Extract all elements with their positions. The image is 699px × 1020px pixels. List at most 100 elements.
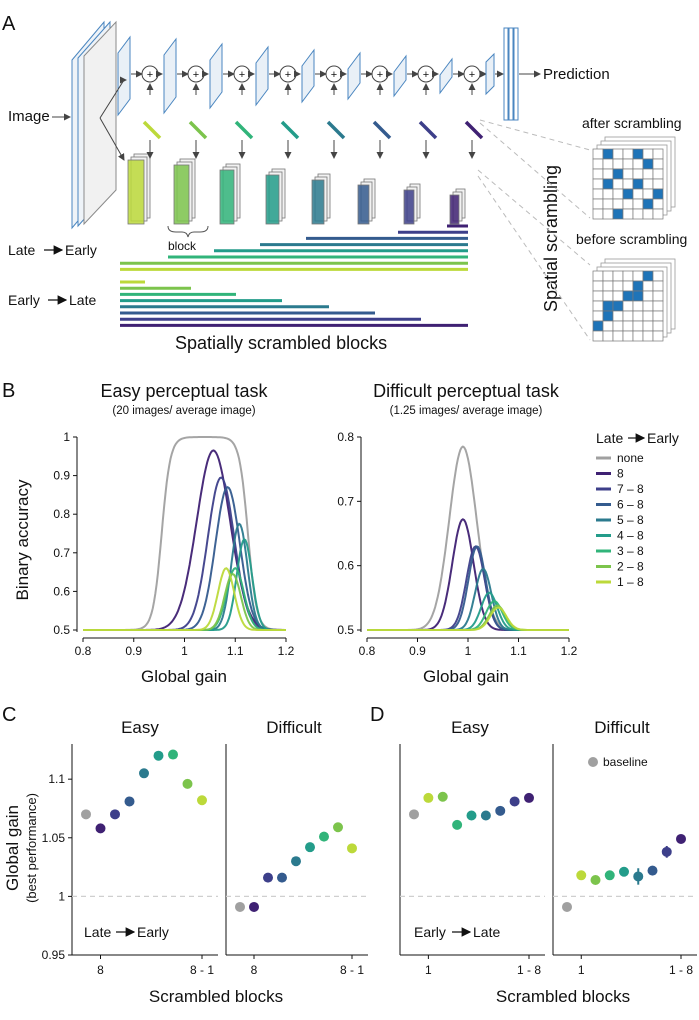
late-early-bars (120, 224, 468, 271)
after-grid-cell (612, 198, 624, 210)
scramble-mark-5 (326, 120, 346, 140)
b-easy-xlabel: Global gain (141, 667, 227, 686)
chartC2-point-1 (249, 901, 259, 912)
chartC1-y-tick-label: 0.95 (42, 948, 66, 962)
after-grid-cell (632, 168, 644, 180)
c-ylabel: Global gain (3, 805, 22, 891)
before-grid-cell (592, 320, 604, 332)
chartBEasy-y-tick-label: 0.6 (53, 584, 70, 598)
before-grid-cell (612, 270, 624, 282)
chartC2-point-4 (291, 856, 301, 867)
after-scrambling-label: after scrambling (582, 115, 682, 131)
before-grid-cell (632, 270, 644, 282)
sum-node-plus-8: + (469, 69, 475, 81)
image-label: Image (8, 108, 50, 125)
chartD1-x-tick-label: 1 (425, 963, 432, 977)
chartBDiff-x-tick-label: 1.1 (510, 644, 527, 658)
chartD2-point-7 (661, 846, 672, 857)
chartC1-point-0 (81, 809, 91, 820)
after-grid-cell (602, 168, 614, 180)
before-grid-cell (622, 320, 634, 332)
after-grid-cell (602, 208, 614, 220)
after-grid-cell (622, 208, 634, 220)
chartBEasy-series-7–8 (83, 476, 286, 631)
sum-node-plus-2: + (193, 69, 199, 81)
before-grid-cell (632, 280, 644, 292)
b-difficult-xlabel: Global gain (423, 667, 509, 686)
scrambled-block-5-sheet-0 (311, 179, 325, 225)
before-grid-cell (622, 290, 634, 302)
before-grid-cell (602, 320, 614, 332)
chartD2-point-3 (604, 870, 615, 881)
chartC1-point-4 (139, 768, 149, 779)
before-grid-cell (612, 290, 624, 302)
after-grid-cell (632, 158, 644, 170)
after-grid-cell (652, 188, 664, 200)
legend-label-6: 3 – 8 (617, 544, 644, 558)
block-brace (167, 225, 209, 238)
d-easy-chart: 1 1 - 8 (399, 744, 545, 977)
after-grid-cell (652, 158, 664, 170)
scramble-mark-1 (142, 120, 162, 140)
chartBDiff-y-tick-label: 0.7 (337, 494, 354, 508)
chartC2-point-0 (235, 901, 245, 912)
chartC1-point-5 (153, 750, 164, 761)
chartD1-point-3 (452, 819, 463, 830)
chartBEasy-x-tick-label: 1.2 (278, 644, 295, 658)
scrambled-block-6-sheet-0 (357, 184, 370, 225)
main-layer-8 (439, 57, 453, 95)
chartC2-point-3 (277, 872, 287, 883)
after-grid-cell (642, 178, 654, 190)
before-grid-cell (622, 300, 634, 312)
legend-label-8: 1 – 8 (617, 575, 644, 589)
after-grid-cell (602, 158, 614, 170)
chartC1-point-8 (197, 795, 207, 806)
after-grid-cell (592, 148, 604, 160)
scramble-mark-7 (418, 120, 438, 140)
before-grid-cell (602, 330, 614, 342)
panel-label-d: D (370, 704, 384, 726)
chartBEasy-series-6–8 (83, 486, 286, 631)
chartC1-point-3 (124, 796, 135, 807)
c-annotation-early: Early (137, 924, 169, 940)
chartD2-point-1 (576, 870, 587, 881)
before-grid-cell (642, 300, 654, 312)
output-layer (503, 27, 519, 121)
grid-before-scrambling (592, 258, 676, 342)
main-layer-2 (163, 37, 177, 115)
chartBEasy-y-tick-label: 0.8 (53, 507, 70, 521)
chartC1-point-7 (182, 778, 193, 789)
chartD1-point-1 (423, 792, 434, 803)
chartBEasy-x-tick-label: 1 (181, 644, 188, 658)
scrambled-block-7-sheet-0 (403, 189, 415, 225)
c-difficult-chart: 8 8 - 1 (225, 744, 368, 977)
legend-title-early: Early (647, 430, 679, 446)
chartBEasy-x-tick-label: 0.9 (125, 644, 142, 658)
sum-node-plus-1: + (147, 69, 153, 81)
chartD1-point-2 (437, 791, 448, 802)
scrambling-guide-lines (477, 119, 591, 341)
c-difficult-title: Difficult (266, 718, 322, 737)
b-easy-chart: 0.5 0.6 0.7 0.8 0.9 1 0.8 0.9 1 1.1 1.2 (53, 430, 294, 658)
scrambled-block-3-sheet-0 (219, 169, 235, 225)
after-grid-cell (612, 158, 624, 170)
chartC2-x-tick-label: 8 (251, 963, 258, 977)
after-grid-cell (642, 168, 654, 180)
scramble-mark-2 (188, 120, 208, 140)
before-grid-cell (642, 280, 654, 292)
chartC1-point-1 (95, 823, 106, 834)
after-grid-cell (612, 188, 624, 200)
b-difficult-subtitle: (1.25 images/ average image) (390, 405, 543, 417)
after-grid-cell (652, 168, 664, 180)
chartD2-point-5 (633, 871, 644, 882)
chartD1-point-4 (466, 810, 477, 821)
before-grid-cell (632, 300, 644, 312)
chartC2-point-6 (319, 831, 329, 842)
input-to-block (99, 117, 125, 161)
b-legend: none 87 – 8 6 – 85 – 8 4 – 83 – 8 2 – 81 – 8 (596, 451, 644, 589)
network-scrambled-path (127, 120, 484, 225)
after-grid-cell (632, 178, 644, 190)
after-grid-cell (612, 208, 624, 220)
after-grid-cell (652, 148, 664, 160)
